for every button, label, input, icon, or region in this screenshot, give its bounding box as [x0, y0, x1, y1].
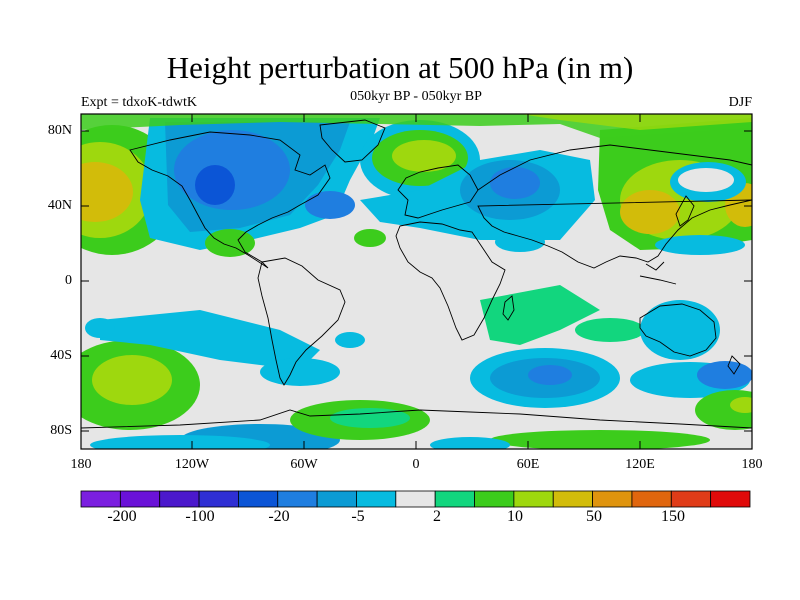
contour-region — [260, 358, 340, 386]
colorbar-box — [277, 490, 318, 508]
lat-tick-label: 40N — [47, 198, 72, 213]
contour-region — [620, 190, 680, 234]
contour-region — [678, 168, 734, 192]
coastline-japan — [675, 195, 695, 227]
contour-region — [640, 300, 720, 360]
colorbar-box — [395, 490, 436, 508]
colorbar-box — [474, 490, 515, 508]
coastline-antarctica — [81, 409, 752, 429]
lon-tick-label: 0 — [412, 457, 420, 472]
lat-tick-label: 80S — [50, 423, 72, 438]
chart-subtitle: 050kyr BP - 050kyr BP — [350, 89, 482, 104]
colorbar-box — [119, 490, 161, 508]
contour-region — [490, 167, 540, 199]
contour-region — [81, 162, 133, 222]
contour-region — [575, 318, 645, 342]
lat-tick-label: 80N — [47, 123, 72, 138]
season-label: DJF — [728, 95, 752, 110]
lat-tick-label: 0 — [65, 273, 72, 288]
lon-tick-label: 60E — [516, 457, 540, 472]
contour-region — [730, 397, 752, 413]
colorbar-tick-label: -200 — [107, 508, 137, 525]
colorbar-tick-label: 10 — [507, 508, 523, 525]
colorbar-tick-label: 150 — [661, 508, 685, 525]
colorbar-box — [434, 490, 475, 508]
lon-tick-label: 120E — [625, 457, 655, 472]
contour-region — [392, 140, 456, 172]
colorbar-box — [670, 490, 712, 508]
contour-region — [330, 408, 410, 428]
experiment-label: Expt = tdxoK-tdwtK — [81, 95, 197, 110]
colorbar-box — [552, 490, 593, 508]
contour-region — [90, 435, 270, 449]
contour-region — [697, 361, 752, 389]
colorbar-box — [631, 490, 672, 508]
contour-region — [430, 437, 510, 449]
coastline-south-america — [257, 257, 346, 386]
contour-region — [100, 310, 320, 370]
coastlines — [81, 119, 752, 429]
colorbar-tick-label: -5 — [351, 508, 365, 525]
coastline-australia — [639, 303, 717, 357]
colorbar-box — [356, 490, 397, 508]
contour-region — [495, 232, 545, 252]
contour-region — [480, 285, 600, 345]
colorbar-box — [198, 490, 239, 508]
coastline-greenland — [319, 119, 386, 163]
contour-region — [92, 355, 172, 405]
contour-region — [655, 235, 745, 255]
lon-tick-label: 180 — [70, 457, 92, 472]
colorbar-box — [316, 490, 357, 508]
colorbar-box — [159, 490, 200, 508]
contour-region — [305, 191, 355, 219]
colorbar-box — [710, 490, 751, 508]
colorbar-box — [80, 490, 121, 508]
contour-field — [81, 114, 752, 449]
contour-region — [174, 130, 290, 210]
colorbar-tick-label: 50 — [586, 508, 602, 525]
contour-region — [520, 114, 752, 130]
contour-region — [335, 332, 365, 348]
colorbar — [80, 490, 751, 508]
coastline-madagascar — [502, 295, 515, 321]
contour-region — [354, 229, 386, 247]
contour-region — [490, 430, 710, 449]
contour-region — [195, 165, 235, 205]
coastline-indonesia — [639, 261, 677, 285]
colorbar-box — [238, 490, 279, 508]
contour-region — [528, 365, 572, 385]
colorbar-tick-label: 2 — [433, 508, 441, 525]
lon-tick-label: 60W — [290, 457, 318, 472]
axis-ticks — [81, 114, 752, 449]
nh-anomalies — [81, 114, 752, 257]
chart-title: Height perturbation at 500 hPa (in m) — [166, 50, 634, 85]
colorbar-box — [592, 490, 633, 508]
lon-tick-label: 180 — [741, 457, 763, 472]
coastline-europe — [397, 164, 479, 219]
coastline-new-zealand — [727, 355, 741, 375]
coastline-africa — [395, 221, 506, 341]
colorbar-tick-label: -20 — [268, 508, 290, 525]
contour-region — [205, 229, 255, 257]
colorbar-box — [513, 490, 554, 508]
lon-tick-label: 120W — [174, 457, 210, 472]
lat-tick-label: 40S — [50, 348, 72, 363]
coastline-asia — [477, 144, 752, 269]
sh-anomalies — [81, 285, 752, 449]
colorbar-tick-label: -100 — [185, 508, 215, 525]
coastline-north-america — [129, 131, 331, 269]
contour-region — [85, 318, 115, 338]
